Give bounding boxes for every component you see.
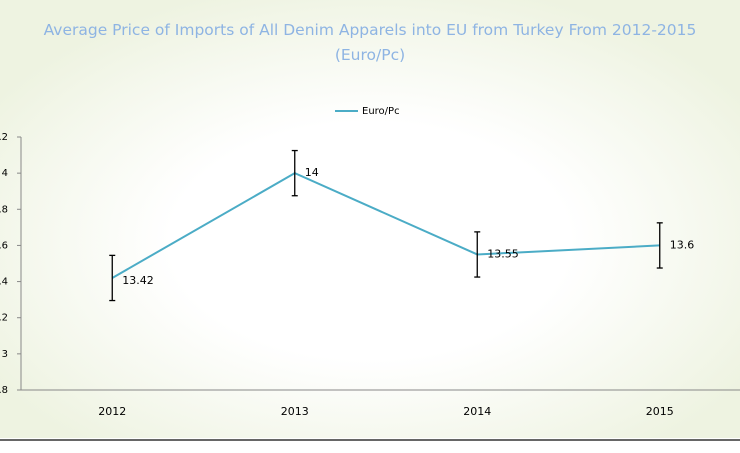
line [111, 172, 660, 279]
error-bar [656, 222, 663, 269]
y-tick-label: .2 [0, 132, 8, 143]
y-tick-label: 4 [2, 168, 8, 179]
data-label: 13.55 [487, 247, 519, 260]
x-tick-label: 2015 [646, 405, 674, 418]
background [0, 0, 740, 438]
error-bar [291, 149, 298, 197]
data-label: 13.6 [670, 238, 695, 251]
y-tick-label: .8 [0, 385, 8, 396]
legend-label: Euro/Pc [362, 106, 400, 117]
y-tick-label: .6 [0, 240, 8, 251]
error-bar [109, 254, 116, 302]
data-label: 14 [305, 166, 319, 179]
x-tick-label: 2013 [281, 405, 309, 418]
y-tick-label: .2 [0, 313, 8, 324]
data-label: 13.42 [122, 274, 154, 287]
x-tick-label: 2014 [463, 405, 491, 418]
y-tick-label: .8 [0, 204, 8, 215]
error-bar [474, 231, 481, 278]
y-tick-label: 3 [2, 349, 8, 360]
chart-title: Average Price of Imports of All Denim Ap… [43, 21, 697, 64]
x-tick-label: 2012 [98, 405, 126, 418]
title-box: Average Price of Imports of All Denim Ap… [43, 21, 697, 64]
y-tick-label: .4 [0, 277, 8, 288]
